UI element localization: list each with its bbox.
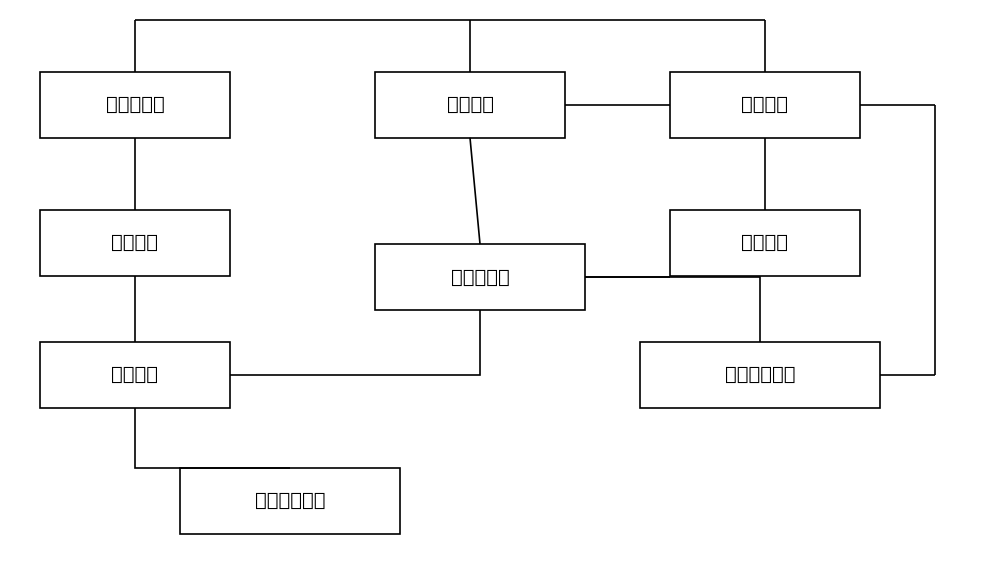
FancyBboxPatch shape xyxy=(375,72,565,138)
FancyBboxPatch shape xyxy=(670,72,860,138)
FancyBboxPatch shape xyxy=(375,244,585,310)
Text: 报警模块: 报警模块 xyxy=(742,233,788,252)
Text: 电磁加热器: 电磁加热器 xyxy=(106,95,164,114)
Text: 处理模块: 处理模块 xyxy=(112,365,158,384)
FancyBboxPatch shape xyxy=(40,72,230,138)
FancyBboxPatch shape xyxy=(40,342,230,408)
FancyBboxPatch shape xyxy=(40,210,230,276)
Text: 电源模块: 电源模块 xyxy=(742,95,788,114)
Text: 显示模块: 显示模块 xyxy=(446,95,494,114)
FancyBboxPatch shape xyxy=(640,342,880,408)
Text: 单片机模块: 单片机模块 xyxy=(451,267,509,286)
Text: 采集模块: 采集模块 xyxy=(112,233,158,252)
FancyBboxPatch shape xyxy=(180,468,400,534)
FancyBboxPatch shape xyxy=(670,210,860,276)
Text: 安装维护模块: 安装维护模块 xyxy=(725,365,795,384)
Text: 安装计算模块: 安装计算模块 xyxy=(255,491,325,510)
